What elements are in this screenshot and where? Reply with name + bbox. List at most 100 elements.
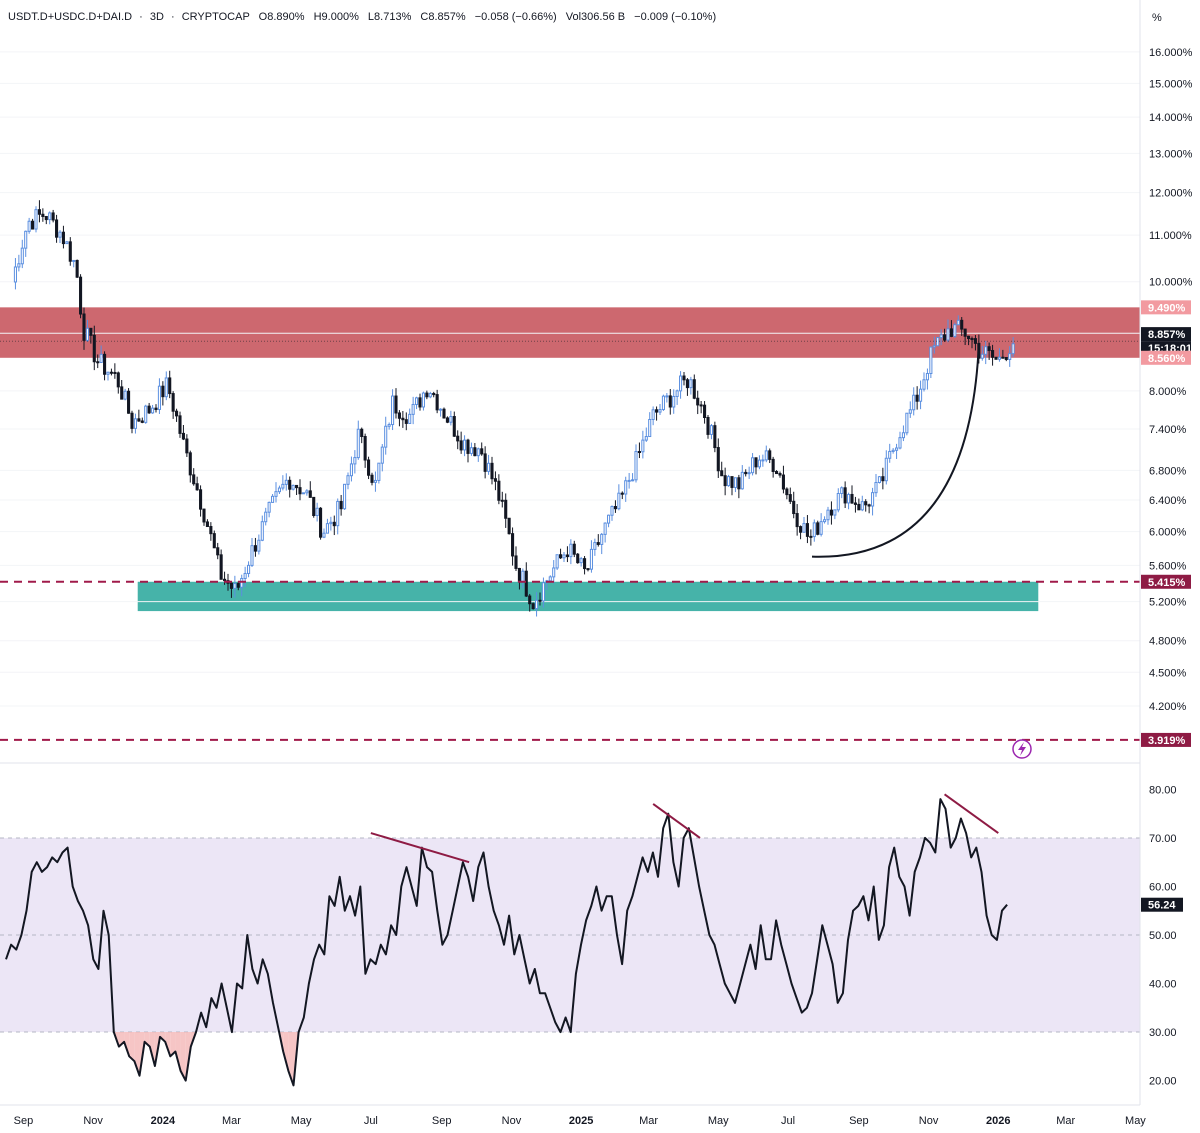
candle (504, 493, 508, 528)
price-tick-label: 12.000% (1149, 188, 1193, 200)
resistance-zone[interactable] (0, 307, 1140, 358)
candle (301, 492, 305, 495)
candle (994, 356, 998, 360)
candle (421, 391, 425, 411)
candle (195, 476, 199, 491)
candle (524, 562, 528, 597)
candle (305, 489, 309, 496)
candle (415, 396, 419, 410)
candle (178, 411, 182, 438)
candle (884, 450, 888, 485)
time-axis[interactable]: Sep Nov 2024 Mar May Jul Sep Nov 2025 Mar May Jul Se… (14, 1115, 1147, 1127)
candle (740, 465, 744, 490)
candle (288, 476, 292, 498)
candle (384, 416, 388, 455)
candle (212, 530, 216, 549)
candle (963, 328, 967, 345)
candle (956, 315, 960, 326)
candle (445, 416, 449, 424)
candle (901, 425, 905, 442)
price-tick-label: 10.000% (1149, 277, 1193, 289)
price-tick-label: 11.000% (1149, 230, 1192, 242)
candle (353, 450, 357, 474)
candle (229, 582, 233, 598)
candle (332, 515, 336, 536)
candle (463, 435, 467, 457)
time-tick-label: Mar (1056, 1115, 1075, 1127)
candle (44, 215, 48, 225)
candle (953, 322, 957, 338)
candle (709, 423, 713, 440)
candle (144, 404, 148, 424)
candle (373, 471, 377, 492)
candle (240, 574, 244, 597)
candle (679, 371, 683, 399)
candle (243, 566, 247, 588)
candle (487, 454, 491, 475)
price-tag-zone: 9.490% (1141, 300, 1191, 315)
candle (600, 532, 604, 555)
candle (367, 456, 371, 480)
candle (757, 455, 761, 470)
candle (754, 457, 758, 475)
candle (689, 376, 693, 395)
candle (397, 410, 401, 427)
candle (685, 378, 689, 396)
price-axis[interactable]: 16.000% 15.000% 14.000% 13.000% 12.000% 11.00… (1149, 47, 1193, 713)
candle (631, 473, 635, 482)
chart-legend: USDT.D+USDC.D+DAI.D · 3D · CRYPTOCAP O8.… (8, 11, 716, 23)
candle (188, 450, 192, 483)
candle (826, 506, 830, 525)
legend-exchange: CRYPTOCAP (182, 11, 250, 23)
candle (85, 319, 89, 343)
candle (1004, 357, 1008, 362)
candle (480, 442, 484, 456)
support-zone[interactable] (137, 581, 1039, 612)
price-tick-label: 4.200% (1149, 701, 1187, 713)
price-axis-unit: % (1152, 12, 1162, 24)
rsi-axis[interactable]: 80.00 70.00 60.00 50.00 40.00 30.00 20.00 56.24 (1141, 784, 1183, 1088)
rsi-trendlines (370, 793, 999, 864)
candle (308, 481, 312, 498)
candle (562, 551, 566, 563)
candle (857, 498, 861, 511)
candle (247, 561, 251, 578)
candle (987, 342, 991, 360)
candle (665, 393, 669, 403)
price-tick-label: 14.000% (1149, 112, 1193, 124)
candle (610, 505, 614, 521)
legend-volume: Vol306.56 B (566, 11, 625, 23)
rsi-divergence-trendline[interactable] (370, 832, 470, 864)
time-tick-label: Nov (502, 1115, 522, 1127)
candle (932, 336, 936, 354)
rsi-divergence-trendline[interactable] (943, 793, 999, 834)
candle (788, 487, 792, 505)
candle (960, 317, 964, 336)
candle (552, 560, 556, 584)
candle (716, 438, 720, 478)
time-tick-label: Mar (639, 1115, 658, 1127)
candle (377, 462, 381, 484)
time-tick-label: 2024 (151, 1115, 176, 1127)
svg-text:8.560%: 8.560% (1148, 353, 1186, 365)
candle (257, 534, 261, 555)
candle (764, 445, 768, 463)
candle (823, 516, 827, 524)
candle (456, 430, 460, 450)
price-tag-level: 3.919% (1141, 732, 1191, 747)
rsi-tick-label: 80.00 (1149, 784, 1177, 796)
rsi-tick-label: 50.00 (1149, 930, 1177, 942)
candle (380, 444, 384, 472)
candle (967, 335, 971, 346)
svg-text:8.857%: 8.857% (1148, 329, 1186, 341)
candle (55, 214, 59, 243)
candle (435, 389, 439, 414)
rsi-divergence-trendline[interactable] (652, 803, 701, 839)
candle (661, 394, 665, 411)
rounded-bottom-curve[interactable] (811, 344, 980, 558)
candle (175, 408, 179, 422)
time-tick-label: May (1125, 1115, 1146, 1127)
candle (360, 427, 364, 444)
lightning-icon[interactable] (1012, 739, 1032, 759)
